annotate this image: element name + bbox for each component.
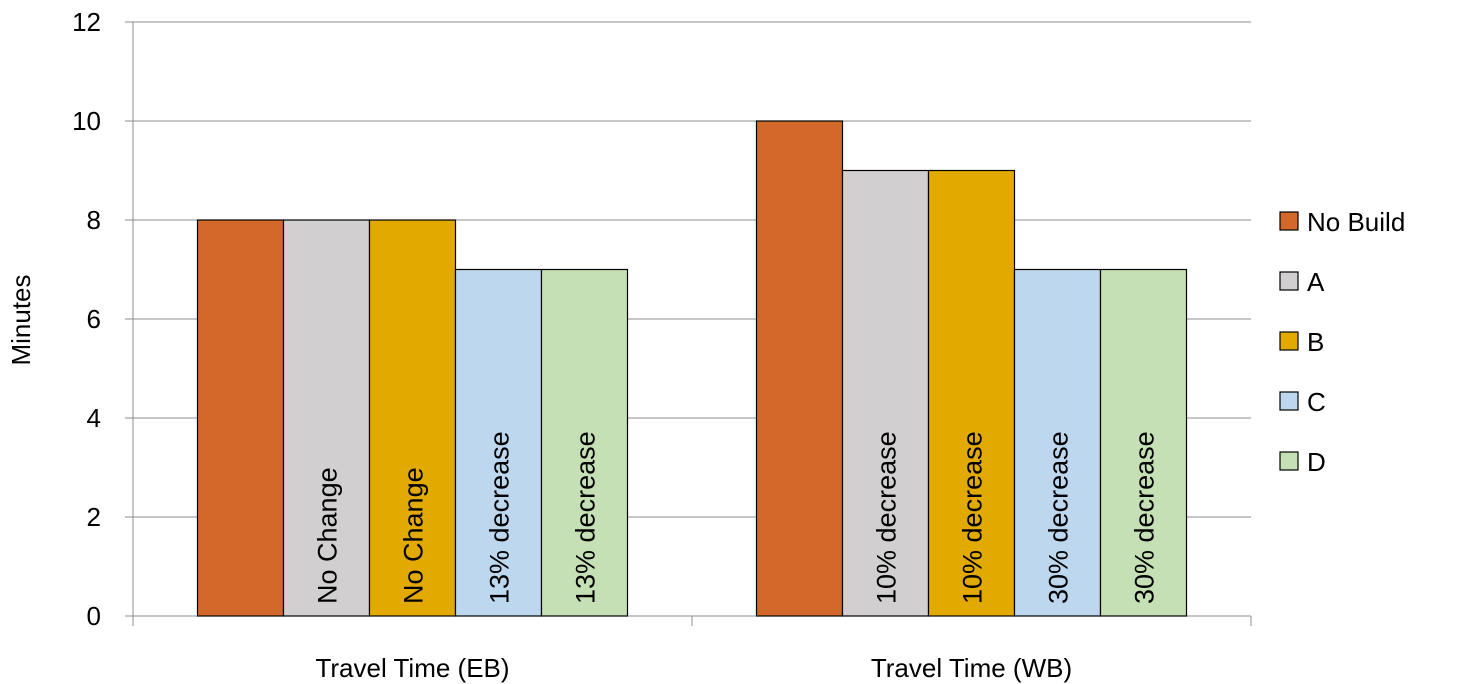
- y-tick-label: 6: [87, 304, 101, 334]
- y-tick-label: 2: [87, 502, 101, 532]
- bar: [540, 268, 629, 617]
- x-category-label: Travel Time (EB): [315, 653, 509, 683]
- bar-labels: No Change No Change 13% decrease 13% decrea…: [313, 431, 1160, 604]
- category-labels: Travel Time (EB) Travel Time (WB): [315, 653, 1072, 683]
- bar-data-label: No Change: [399, 467, 429, 604]
- bar: [368, 219, 457, 617]
- legend-label: B: [1307, 327, 1324, 357]
- y-tick-label: 0: [87, 601, 101, 631]
- x-category-label: Travel Time (WB): [871, 653, 1072, 683]
- bar-data-label: 13% decrease: [485, 431, 515, 604]
- y-tick-labels: 0 2 4 6 8 10 12: [72, 7, 101, 631]
- bar-data-label: 13% decrease: [571, 431, 601, 604]
- bar: [282, 219, 371, 617]
- legend-label: D: [1307, 447, 1326, 477]
- y-tick-label: 8: [87, 205, 101, 235]
- legend-swatch: [1279, 331, 1299, 351]
- bar-data-label: 30% decrease: [1044, 431, 1074, 604]
- y-tick-label: 12: [72, 7, 101, 37]
- bars: [196, 120, 1188, 617]
- legend-swatch: [1279, 451, 1299, 471]
- y-axis-label: Minutes: [6, 274, 36, 365]
- bar-data-label: No Change: [313, 467, 343, 604]
- bar-data-label: 10% decrease: [872, 431, 902, 604]
- y-tick-label: 4: [87, 403, 101, 433]
- bar: [755, 120, 844, 617]
- legend-label: C: [1307, 387, 1326, 417]
- legend-swatch: [1279, 271, 1299, 291]
- bar: [454, 268, 543, 617]
- bar: [196, 219, 285, 617]
- y-tick-label: 10: [72, 106, 101, 136]
- legend-swatch: [1279, 211, 1299, 231]
- bar: [927, 169, 1016, 617]
- legend-swatch: [1279, 391, 1299, 411]
- bar-data-label: 10% decrease: [958, 431, 988, 604]
- bar: [1013, 268, 1102, 617]
- bar: [1099, 268, 1188, 617]
- legend-label: No Build: [1307, 207, 1405, 237]
- bar-data-label: 30% decrease: [1130, 431, 1160, 604]
- legend-label: A: [1307, 267, 1325, 297]
